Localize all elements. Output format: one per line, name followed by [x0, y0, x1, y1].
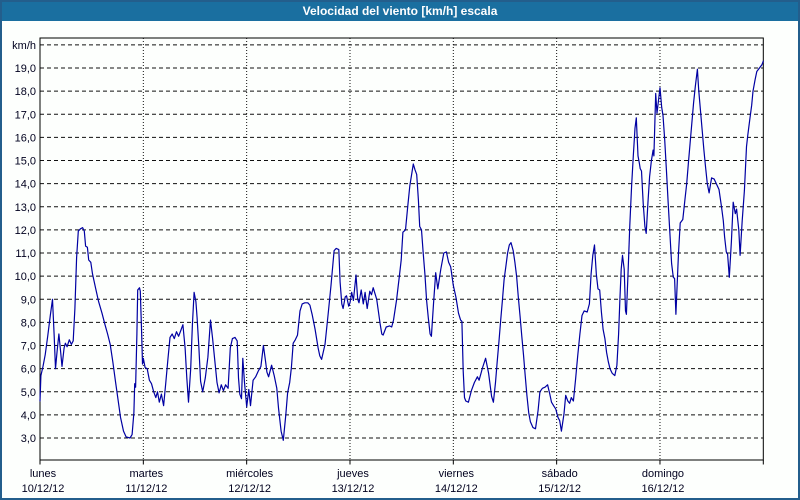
window-titlebar: Velocidad del viento [km/h] escala: [2, 2, 798, 21]
y-axis-unit-label: km/h: [12, 40, 36, 52]
day-date-label: 14/12/12: [435, 483, 478, 495]
day-date-label: 10/12/12: [22, 483, 65, 495]
y-tick-label: 5,0: [21, 387, 36, 399]
y-tick-label: 14,0: [15, 179, 36, 191]
day-name-label: martes: [130, 468, 164, 480]
wind-speed-line: [39, 60, 764, 441]
y-tick-label: 13,0: [15, 202, 36, 214]
y-tick-label: 19,0: [15, 63, 36, 75]
y-tick-label: 9,0: [21, 294, 36, 306]
day-date-label: 12/12/12: [228, 483, 271, 495]
day-date-label: 15/12/12: [538, 483, 581, 495]
plot-border: [39, 37, 764, 461]
y-tick-label: 11,0: [15, 248, 36, 260]
window-title: Velocidad del viento [km/h] escala: [302, 4, 498, 18]
day-date-label: 16/12/12: [642, 483, 685, 495]
y-tick-label: 17,0: [15, 109, 36, 121]
y-tick-label: 3,0: [21, 433, 36, 445]
y-tick-label: 6,0: [21, 364, 36, 376]
day-name-label: lunes: [30, 468, 57, 480]
day-name-label: viernes: [439, 468, 475, 480]
y-tick-label: 7,0: [21, 341, 36, 353]
y-tick-label: 15,0: [15, 156, 36, 168]
day-date-label: 11/12/12: [125, 483, 167, 495]
y-tick-label: 10,0: [15, 271, 36, 283]
day-name-label: sábado: [542, 468, 578, 480]
day-name-label: domingo: [642, 468, 684, 480]
day-name-label: miércoles: [226, 468, 274, 480]
y-tick-label: 16,0: [15, 132, 36, 144]
y-tick-label: 12,0: [15, 225, 36, 237]
day-date-label: 13/12/12: [332, 483, 375, 495]
y-tick-label: 8,0: [21, 317, 36, 329]
day-name-label: jueves: [336, 468, 369, 480]
y-tick-label: 4,0: [21, 410, 36, 422]
y-tick-label: 18,0: [15, 86, 36, 98]
